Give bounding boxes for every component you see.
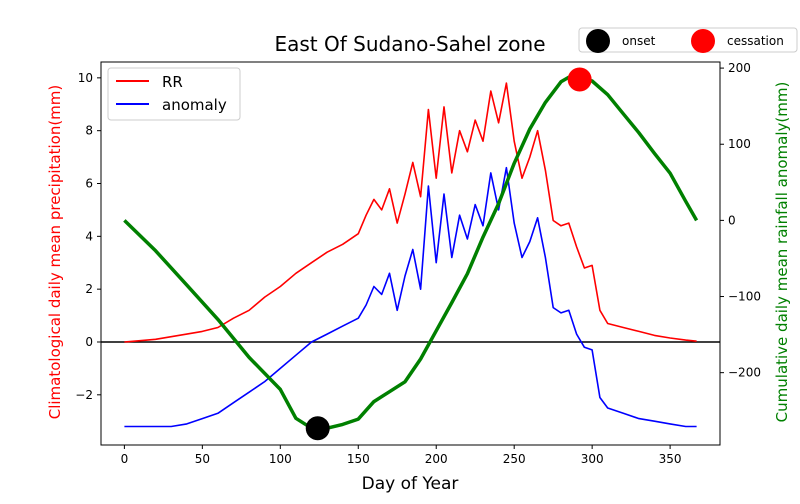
legend-anomaly-label: anomaly xyxy=(162,96,227,114)
legend-cessation-swatch xyxy=(691,29,715,53)
left-y-tick-label: 10 xyxy=(78,71,93,85)
left-y-tick-label: −2 xyxy=(75,388,93,402)
right-y-tick-label: 0 xyxy=(728,213,736,227)
x-tick-label: 350 xyxy=(659,452,682,466)
legend-markers: onset cessation xyxy=(578,27,798,53)
right-y-axis-label: Cumulative daily mean rainfall anomaly(m… xyxy=(773,82,791,423)
legend-main: RR anomaly xyxy=(107,67,241,121)
x-tick-label: 100 xyxy=(269,452,292,466)
series-line-cumulative-anomaly xyxy=(123,75,699,432)
right-y-tick-label: 100 xyxy=(728,137,751,151)
marker-onset xyxy=(305,416,330,441)
marker-cessation xyxy=(567,67,592,92)
legend-cessation-label: cessation xyxy=(727,34,784,48)
legend-onset-swatch xyxy=(586,29,610,53)
legend-rr-label: RR xyxy=(162,73,183,91)
x-tick-label: 0 xyxy=(121,452,129,466)
series-line-rr xyxy=(124,82,697,343)
left-y-tick-label: 4 xyxy=(85,229,93,243)
legend-onset-label: onset xyxy=(622,34,656,48)
x-tick-label: 250 xyxy=(503,452,526,466)
right-y-tick-label: −100 xyxy=(728,290,761,304)
x-axis-label: Day of Year xyxy=(362,474,459,494)
x-tick-label: 150 xyxy=(347,452,370,466)
plot-frame xyxy=(100,61,721,446)
left-y-tick-label: 8 xyxy=(85,124,93,138)
left-y-axis-label: Climatological daily mean precipitation(… xyxy=(46,85,64,420)
x-tick-label: 300 xyxy=(581,452,604,466)
left-y-tick-label: 0 xyxy=(85,335,93,349)
right-y-tick-label: −200 xyxy=(728,366,761,380)
x-tick-label: 50 xyxy=(195,452,210,466)
chart-title: East Of Sudano-Sahel zone xyxy=(274,32,545,56)
left-y-tick-label: 6 xyxy=(85,177,93,191)
series-line-anomaly xyxy=(124,166,697,428)
x-tick-label: 200 xyxy=(425,452,448,466)
left-y-tick-label: 2 xyxy=(85,282,93,296)
right-y-tick-label: 200 xyxy=(728,61,751,75)
